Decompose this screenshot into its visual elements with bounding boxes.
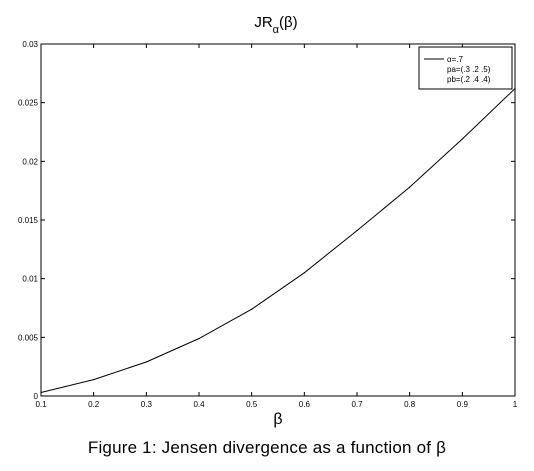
y-tick-label: 0.01 bbox=[22, 275, 38, 284]
x-tick-label: 0.5 bbox=[246, 400, 258, 409]
x-tick-label: 1 bbox=[513, 400, 518, 409]
y-tick-label: 0.005 bbox=[18, 333, 39, 342]
data-point bbox=[356, 229, 358, 232]
legend-box bbox=[418, 46, 513, 90]
title-suffix: (β) bbox=[279, 14, 298, 31]
series-line bbox=[40, 88, 516, 393]
x-tick-label: 0.3 bbox=[141, 400, 153, 409]
data-point bbox=[409, 186, 411, 188]
y-tick-label: 0.02 bbox=[22, 157, 38, 166]
plot-frame bbox=[40, 43, 516, 397]
data-point bbox=[145, 361, 147, 363]
y-axis: 0 0.005 0.01 0.015 0.02 0.025 0.03 bbox=[18, 40, 515, 401]
x-tick-label: 0.4 bbox=[193, 400, 205, 409]
x-axis-label: β bbox=[273, 411, 282, 428]
data-point bbox=[251, 308, 253, 310]
legend-entry-pa: pa=(.3 .2 .5) bbox=[447, 65, 491, 74]
figure-caption: Figure 1: Jensen divergence as a functio… bbox=[87, 438, 447, 457]
data-point bbox=[514, 87, 516, 90]
legend-entry-alpha: α=.7 bbox=[447, 55, 464, 64]
title-main: JR bbox=[254, 14, 273, 31]
x-tick-label: 0.2 bbox=[88, 400, 100, 409]
data-point bbox=[303, 272, 305, 274]
y-tick-label: 0.015 bbox=[18, 216, 39, 225]
x-tick-label: 0.7 bbox=[351, 400, 363, 409]
data-point bbox=[93, 378, 95, 381]
y-tick-label: 0.03 bbox=[22, 40, 38, 49]
data-point bbox=[461, 138, 463, 140]
legend-entry-pb: pb=(.2 .4 .4) bbox=[447, 75, 491, 84]
y-tick-label: 0.025 bbox=[18, 99, 39, 108]
x-tick-label: 0.6 bbox=[299, 400, 311, 409]
x-tick-label: 0.9 bbox=[457, 400, 469, 409]
data-point bbox=[198, 337, 200, 340]
y-tick-label: 0 bbox=[34, 392, 39, 401]
title-subscript: α bbox=[273, 24, 280, 36]
x-tick-label: 0.1 bbox=[35, 400, 47, 409]
x-axis: 0.1 0.2 0.3 0.4 0.5 0.6 0.7 0.8 0.9 1 bbox=[35, 44, 518, 409]
series-group bbox=[40, 87, 516, 394]
data-point bbox=[40, 391, 42, 394]
legend: α=.7 pa=(.3 .2 .5) pb=(.2 .4 .4) bbox=[418, 46, 513, 90]
chart-title: JRα(β) bbox=[254, 14, 297, 36]
x-tick-label: 0.8 bbox=[404, 400, 416, 409]
